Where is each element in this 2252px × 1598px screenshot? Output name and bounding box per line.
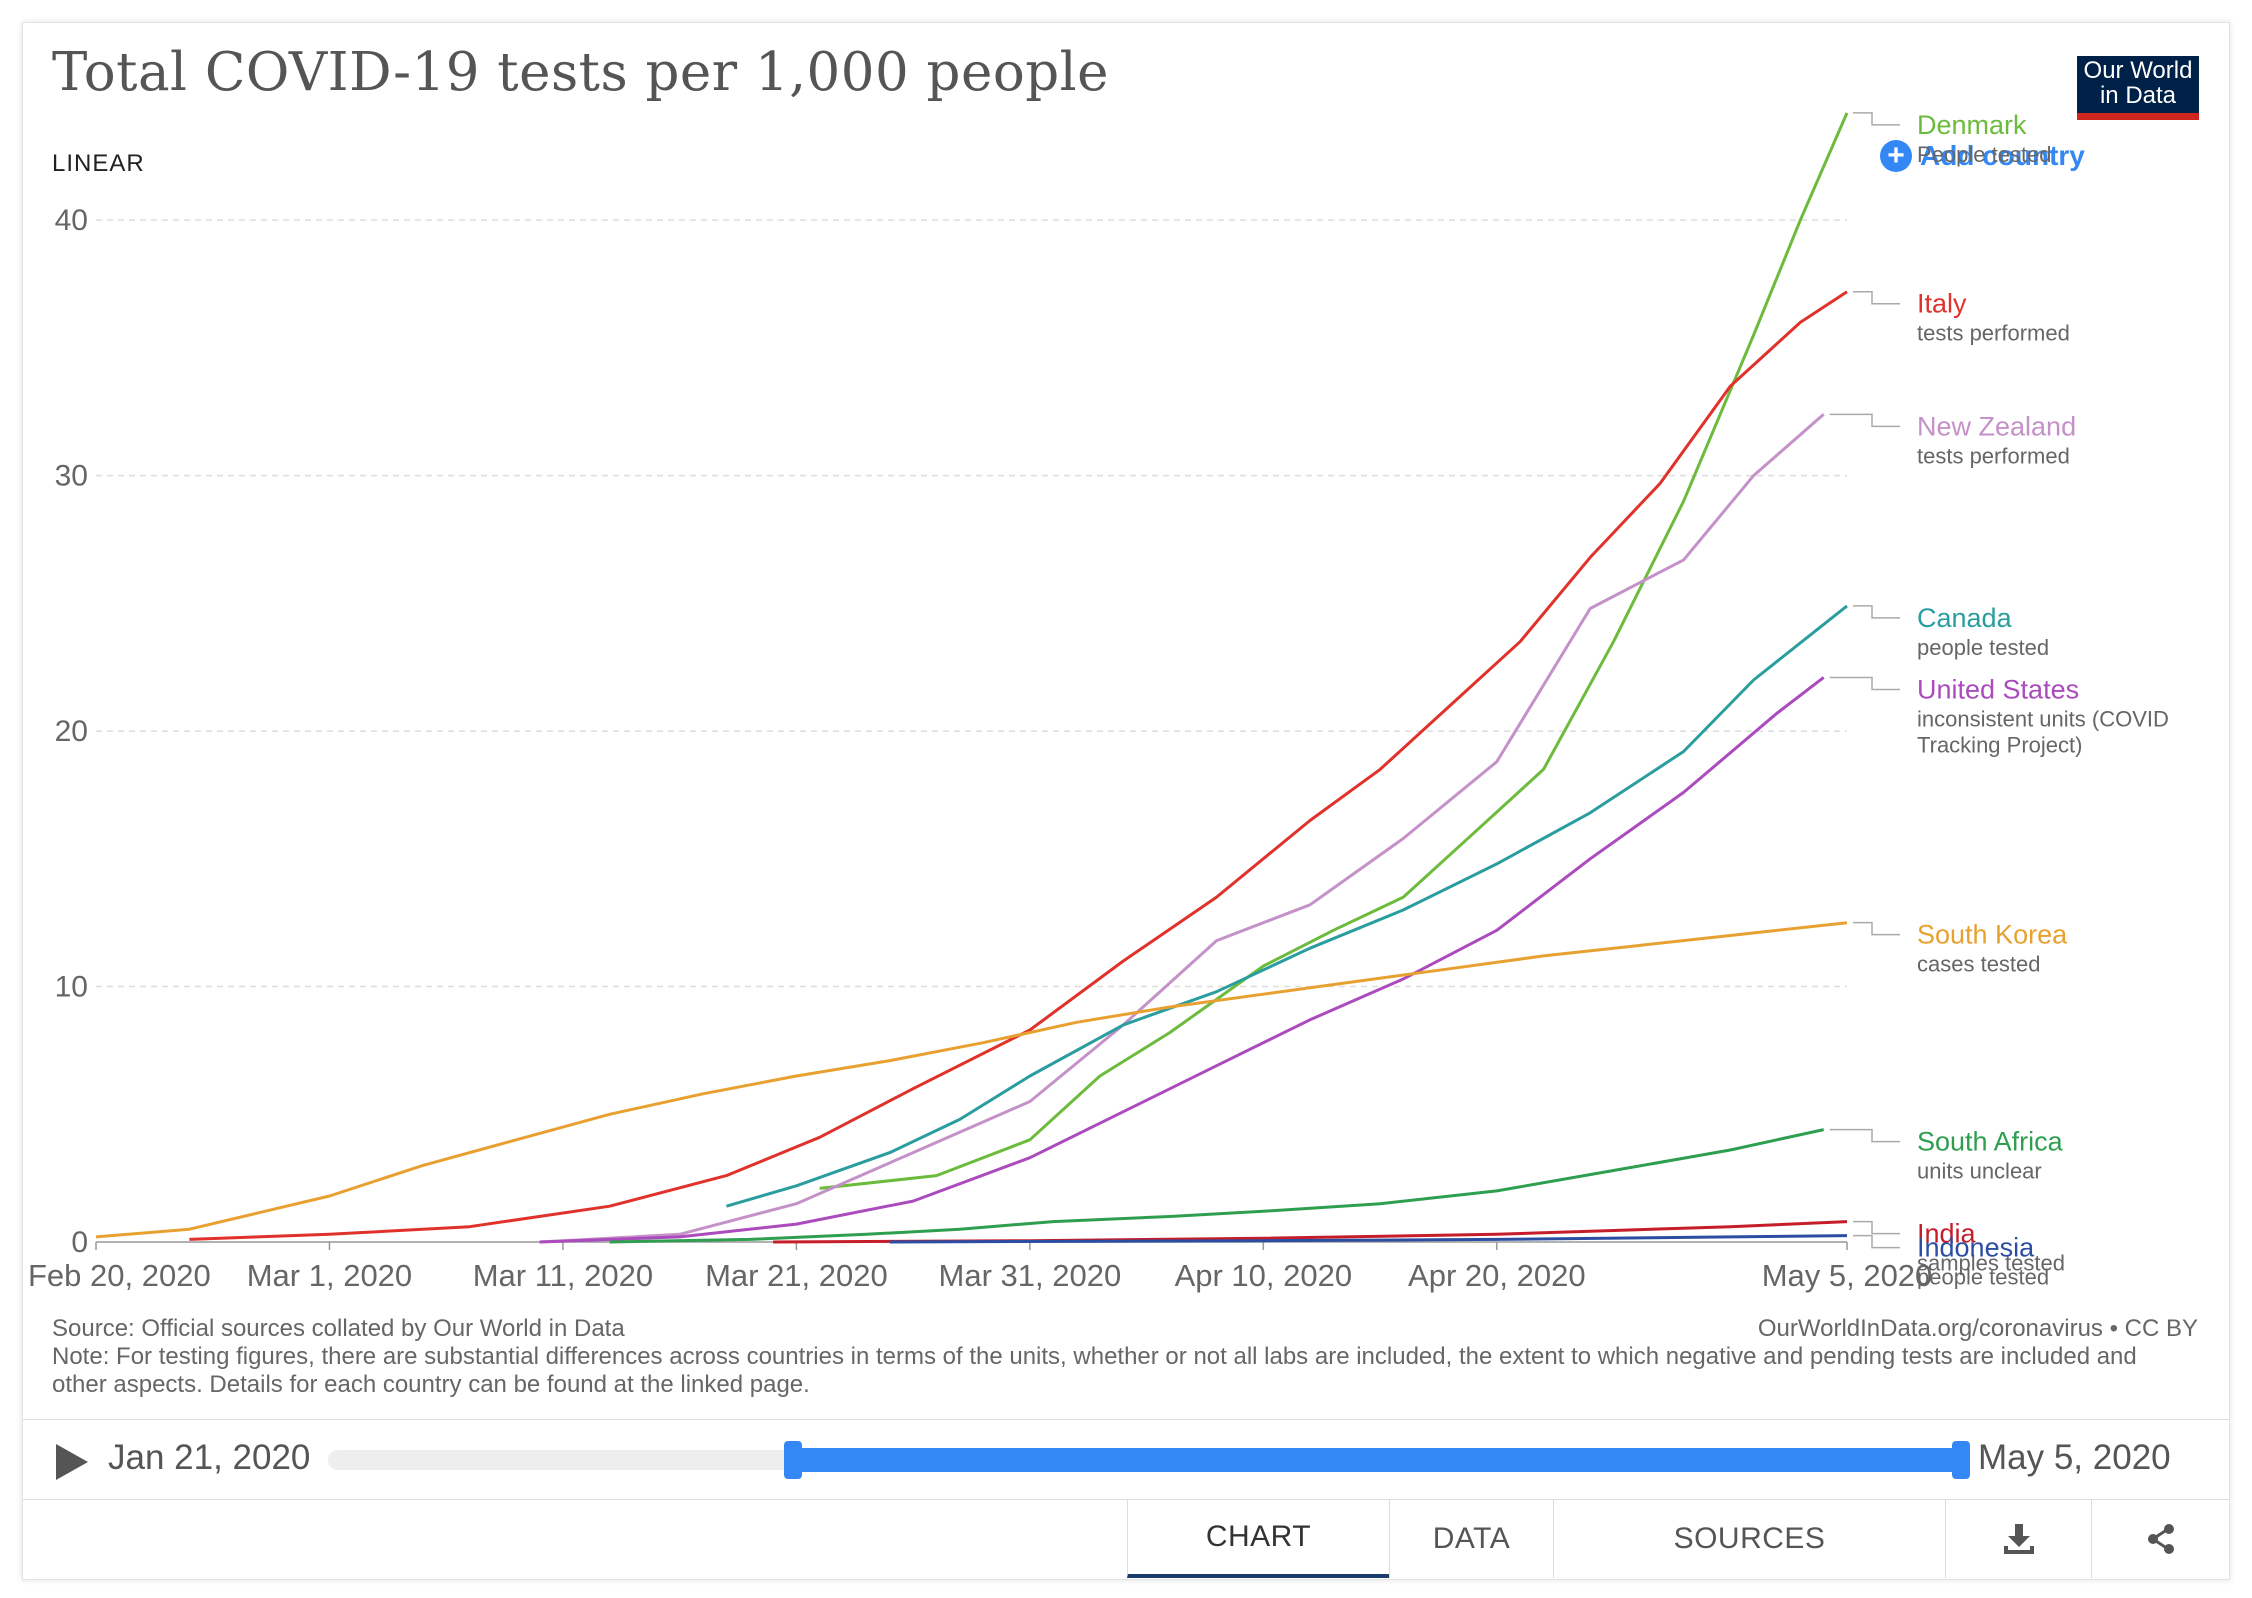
add-country-label: Add country: [1920, 140, 2085, 171]
x-tick-label: Apr 10, 2020: [1175, 1258, 1353, 1293]
x-tick-label: Mar 1, 2020: [247, 1258, 412, 1293]
tabs-divider: [23, 1499, 2229, 1500]
legend-series-name: South Africa: [1917, 1127, 2064, 1157]
y-tick-label: 0: [71, 1226, 88, 1259]
legend-series-name: New Zealand: [1917, 411, 2076, 441]
legend-series-name: United States: [1917, 674, 2079, 704]
series-line-south-korea: [95, 921, 1848, 1239]
timeline-start-handle[interactable]: [784, 1441, 802, 1479]
legend-connector: [1853, 290, 1900, 305]
logo-line-1: Our World: [2083, 57, 2193, 84]
legend-series-name: India: [1917, 1219, 1977, 1249]
download-button[interactable]: [1945, 1500, 2092, 1578]
series-lines: [95, 112, 1849, 1244]
tab-chart[interactable]: CHART: [1127, 1500, 1389, 1578]
legend-connector: [1829, 676, 1900, 691]
legend-connector: [1853, 1220, 1900, 1235]
line-chart: 0 10 20 30 40 Feb 20, 2020 Mar 1, 2020 Mar 11,…: [28, 110, 2169, 1293]
source-text: Source: Official sources collated by Our…: [52, 1315, 625, 1342]
legend-connector: [1829, 413, 1900, 428]
series-line-united-states: [539, 676, 1825, 1244]
footer-notes: Source: Official sources collated by Our…: [52, 1315, 2192, 1399]
tab-data[interactable]: DATA: [1389, 1500, 1553, 1578]
y-tick-label: 30: [55, 460, 88, 493]
y-tick-label: 40: [55, 204, 88, 237]
x-tick-label: Apr 20, 2020: [1408, 1258, 1586, 1293]
share-button[interactable]: [2091, 1500, 2229, 1578]
timeline-end-handle[interactable]: [1952, 1441, 1970, 1479]
series-line-italy: [189, 290, 1848, 1241]
grid-lines: [96, 219, 1847, 1243]
legend-series-unit: units unclear: [1917, 1159, 2042, 1184]
series-line-new-zealand: [539, 413, 1825, 1244]
legend-connector: [1853, 112, 1900, 126]
share-icon: [2147, 1524, 2174, 1554]
play-icon[interactable]: [56, 1444, 88, 1480]
timeline-selected-range[interactable]: [792, 1448, 1960, 1472]
legend-connector: [1829, 1128, 1900, 1143]
legend-series-unit: people tested: [1917, 635, 2049, 660]
legend-series-unit: samples tested: [1917, 1251, 2065, 1276]
tab-sources[interactable]: SOURCES: [1553, 1500, 1945, 1578]
x-tick-label: May 5, 2020: [1762, 1258, 1933, 1293]
credit-link[interactable]: OurWorldInData.org/coronavirus • CC BY: [1757, 1315, 2198, 1342]
logo-accent-bar: [2077, 113, 2199, 120]
legend-connector: [1853, 1234, 1900, 1249]
legend-series-unit: inconsistent units (COVID Tracking Projec…: [1917, 706, 2169, 757]
legend-series-name: Denmark: [1917, 110, 2027, 140]
chart-frame: [22, 22, 2230, 1580]
series-line-denmark: [819, 112, 1849, 1190]
x-tick-label: Feb 20, 2020: [28, 1258, 211, 1293]
legend-series-unit: people tested: [1917, 1265, 2049, 1290]
y-tick-label: 10: [55, 971, 88, 1004]
x-tick-label: Mar 21, 2020: [705, 1258, 888, 1293]
legend-connector: [1853, 605, 1900, 619]
series-line-indonesia: [889, 1234, 1848, 1244]
chart-title: Total COVID-19 tests per 1,000 people: [52, 42, 1109, 103]
legend-series-unit: People tested: [1917, 142, 2052, 167]
legend-series-unit: tests performed: [1917, 443, 2070, 468]
legend-series-name: Canada: [1917, 603, 2013, 633]
series-line-canada: [725, 604, 1848, 1208]
owid-logo[interactable]: Our World in Data: [2077, 56, 2199, 120]
y-tick-label: 20: [55, 715, 88, 748]
logo-line-2: in Data: [2099, 82, 2177, 109]
x-axis-ticks: Feb 20, 2020 Mar 1, 2020 Mar 11, 2020 Mar 2…: [28, 1242, 1932, 1293]
y-axis-ticks: 0 10 20 30 40: [55, 204, 88, 1259]
legend-series-unit: cases tested: [1917, 952, 2041, 977]
legend-series-name: Indonesia: [1917, 1233, 2035, 1263]
legend-series-name: Italy: [1917, 289, 1967, 319]
legend-series-unit: tests performed: [1917, 321, 2070, 346]
note-text: Note: For testing figures, there are sub…: [52, 1343, 2137, 1398]
legend-series-name: South Korea: [1917, 920, 2068, 950]
timeline-divider: [23, 1419, 2229, 1420]
download-icon: [2004, 1524, 2034, 1554]
plus-icon: +: [1880, 140, 1912, 172]
x-tick-label: Mar 31, 2020: [939, 1258, 1122, 1293]
x-tick-label: Mar 11, 2020: [473, 1258, 653, 1293]
series-line-south-africa: [609, 1128, 1825, 1244]
scale-toggle[interactable]: LINEAR: [52, 150, 145, 177]
timeline-end-label: May 5, 2020: [1978, 1438, 2171, 1477]
legend-connector: [1853, 921, 1900, 936]
add-country-button[interactable]: + Add country: [1880, 140, 2085, 172]
timeline-start-label: Jan 21, 2020: [108, 1438, 311, 1477]
